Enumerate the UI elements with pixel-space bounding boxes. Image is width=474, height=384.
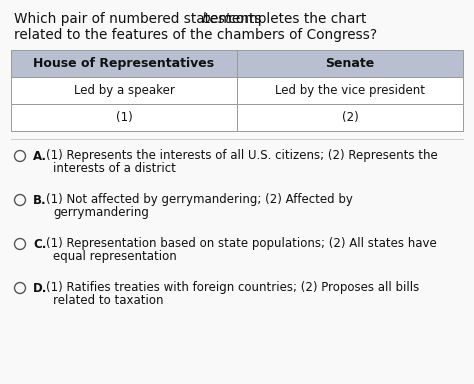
Bar xyxy=(237,77,463,104)
Text: A.: A. xyxy=(33,149,47,162)
Text: (1): (1) xyxy=(116,111,132,124)
Text: Which pair of numbered statements: Which pair of numbered statements xyxy=(14,12,266,26)
Text: (2): (2) xyxy=(342,111,358,124)
Text: Senate: Senate xyxy=(325,57,374,70)
Text: (1) Ratifies treaties with foreign countries; (2) Proposes all bills: (1) Ratifies treaties with foreign count… xyxy=(46,281,419,294)
Text: related to taxation: related to taxation xyxy=(53,294,164,307)
Bar xyxy=(237,50,463,77)
Text: Led by the vice president: Led by the vice president xyxy=(275,84,425,97)
Bar xyxy=(11,104,237,131)
Bar xyxy=(11,50,237,77)
Text: D.: D. xyxy=(33,281,47,295)
Text: House of Representatives: House of Representatives xyxy=(34,57,215,70)
Text: equal representation: equal representation xyxy=(53,250,177,263)
Text: (1) Not affected by gerrymandering; (2) Affected by: (1) Not affected by gerrymandering; (2) … xyxy=(46,193,353,206)
Text: related to the features of the chambers of Congress?: related to the features of the chambers … xyxy=(14,28,377,42)
Bar xyxy=(11,77,237,104)
Text: completes the chart: completes the chart xyxy=(224,12,366,26)
Text: gerrymandering: gerrymandering xyxy=(53,206,149,219)
Bar xyxy=(237,104,463,131)
Text: best: best xyxy=(201,12,231,26)
Text: Led by a speaker: Led by a speaker xyxy=(73,84,174,97)
Text: B.: B. xyxy=(33,194,46,207)
Text: (1) Representation based on state populations; (2) All states have: (1) Representation based on state popula… xyxy=(46,237,437,250)
Text: interests of a district: interests of a district xyxy=(53,162,176,175)
Text: C.: C. xyxy=(33,237,46,250)
Text: (1) Represents the interests of all U.S. citizens; (2) Represents the: (1) Represents the interests of all U.S.… xyxy=(46,149,438,162)
